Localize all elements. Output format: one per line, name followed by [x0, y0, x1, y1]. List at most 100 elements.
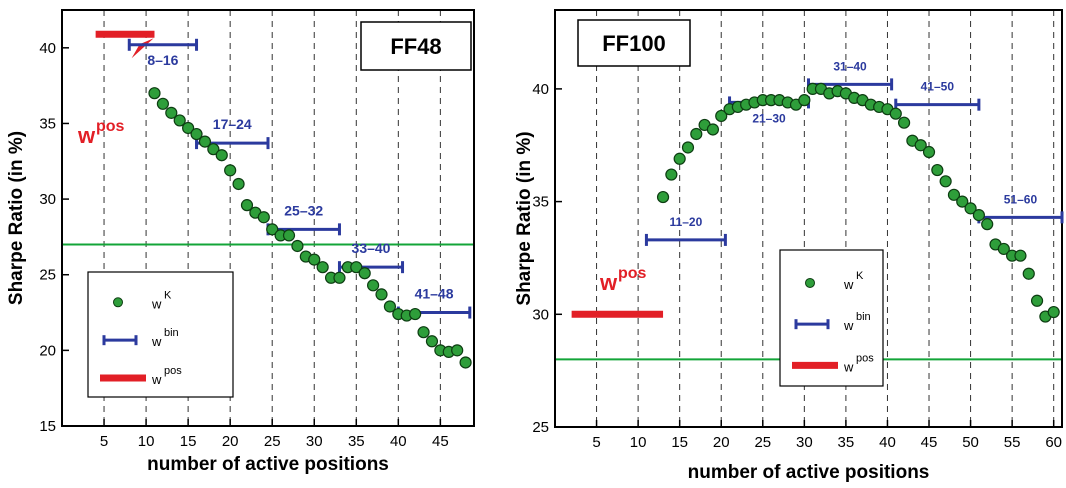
wk-point	[207, 143, 220, 156]
chart-title: FF48	[390, 34, 441, 59]
legend-label-sup: pos	[164, 365, 182, 377]
wk-point	[173, 114, 186, 127]
legend-label-sup: pos	[856, 352, 874, 364]
wk-point	[972, 209, 985, 222]
legend-wk-marker	[113, 297, 123, 308]
x-tick-label: 10	[630, 434, 647, 451]
y-tick-label: 40	[39, 40, 56, 57]
wk-point	[690, 127, 703, 141]
wpos-label-sup: pos	[96, 118, 125, 135]
wk-point	[715, 109, 728, 123]
x-tick-label: 60	[1045, 434, 1062, 451]
wk-point	[981, 218, 994, 231]
wk-point	[409, 307, 422, 321]
wk-point	[459, 356, 472, 369]
x-tick-label: 50	[962, 434, 979, 451]
y-tick-label: 35	[532, 194, 549, 211]
wpos-label: w	[599, 270, 618, 295]
y-tick-label: 30	[39, 191, 56, 208]
x-tick-label: 5	[592, 434, 600, 451]
wk-point	[939, 175, 952, 188]
legend-label: w	[151, 372, 162, 387]
y-tick-label: 20	[39, 342, 56, 359]
wbin-label: 33–40	[352, 240, 391, 256]
x-tick-label: 35	[838, 434, 855, 451]
wk-point	[451, 344, 464, 357]
legend-label: w	[843, 359, 854, 374]
wk-point	[1030, 294, 1044, 307]
legend-label: w	[151, 334, 162, 349]
x-axis-label: number of active positions	[688, 462, 930, 483]
wk-point	[367, 279, 380, 292]
wk-point	[889, 107, 902, 120]
x-tick-label: 35	[348, 433, 365, 450]
x-tick-label: 25	[754, 434, 771, 451]
wk-point	[308, 253, 321, 266]
wk-point	[417, 326, 430, 339]
legend-label-sup: K	[856, 270, 864, 282]
x-tick-label: 40	[390, 433, 407, 450]
wk-point	[681, 141, 695, 154]
x-tick-label: 30	[306, 433, 323, 450]
wbin-label: 51–60	[1004, 192, 1038, 206]
wk-point	[198, 135, 212, 148]
wk-point	[665, 168, 678, 181]
wbin-label: 41–48	[415, 286, 454, 302]
legend-label-sup: bin	[164, 327, 179, 339]
wpos-label-sup: pos	[618, 265, 647, 282]
wk-point	[706, 123, 720, 136]
x-axis-label: number of active positions	[147, 454, 389, 475]
wk-point	[1047, 305, 1060, 319]
wk-point	[1022, 267, 1035, 280]
title-box	[360, 21, 472, 71]
wk-point	[266, 223, 279, 236]
wpos-label: w	[77, 123, 96, 148]
x-tick-label: 20	[222, 433, 239, 450]
x-tick-label: 15	[180, 433, 197, 450]
y-tick-label: 35	[39, 115, 56, 132]
wk-point	[190, 127, 203, 141]
wk-point	[1014, 249, 1027, 262]
wk-point	[922, 145, 936, 159]
title-box	[577, 19, 691, 67]
x-tick-label: 45	[921, 434, 938, 451]
x-tick-label: 55	[1004, 434, 1021, 451]
chart-panel-ff100: 5 10 15 20 25 30 35 40 45 50 55 60 25 30 35 40 number of…	[514, 9, 1064, 483]
y-tick-label: 25	[532, 419, 549, 436]
wk-point	[232, 177, 245, 191]
x-tick-label: 10	[138, 433, 155, 450]
wk-point	[350, 261, 363, 274]
legend-label: w	[843, 277, 854, 292]
wk-point	[165, 106, 178, 119]
wk-point	[333, 271, 346, 284]
wk-point	[383, 300, 397, 313]
y-tick-label: 25	[39, 267, 56, 284]
wk-point	[964, 202, 977, 215]
wk-point	[997, 242, 1010, 256]
wbin-label: 41–50	[921, 80, 955, 94]
legend-label: w	[843, 318, 854, 333]
wbin-label: 31–40	[833, 59, 867, 73]
x-tick-label: 20	[713, 434, 730, 451]
y-tick-label: 30	[532, 306, 549, 323]
x-tick-label: 25	[264, 433, 281, 450]
wk-point	[656, 190, 670, 204]
wk-point	[240, 199, 254, 212]
wk-point	[156, 97, 169, 110]
wk-point	[148, 87, 161, 100]
wk-point	[897, 116, 911, 129]
plot-frame	[61, 9, 475, 427]
wk-point	[224, 164, 237, 177]
wk-point	[375, 288, 388, 301]
legend-label: w	[151, 296, 162, 311]
y-axis-label: Sharpe Ratio (in %)	[6, 131, 27, 305]
wbin-label: 8–16	[147, 52, 178, 68]
wk-point	[425, 335, 439, 348]
y-axis-label: Sharpe Ratio (in %)	[514, 131, 535, 305]
wk-point	[291, 239, 304, 253]
wk-point	[947, 188, 961, 201]
wk-point	[931, 163, 944, 177]
x-tick-label: 15	[671, 434, 688, 451]
y-tick-label: 40	[532, 81, 549, 98]
